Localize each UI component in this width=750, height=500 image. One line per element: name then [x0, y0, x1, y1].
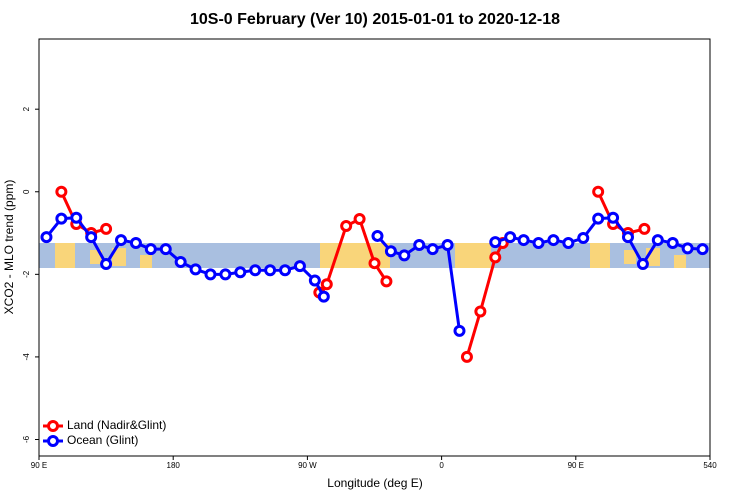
point — [129, 236, 142, 249]
point — [340, 220, 353, 233]
point — [85, 231, 98, 244]
land-strip — [455, 243, 491, 268]
legend-label: Land (Nadir&Glint) — [67, 418, 166, 432]
land-strip — [112, 248, 126, 266]
point — [426, 243, 439, 256]
point — [489, 251, 502, 264]
point — [413, 239, 426, 252]
x-tick-label: 90 E — [568, 461, 584, 470]
point — [219, 268, 232, 281]
legend-marker — [47, 435, 59, 447]
point — [562, 236, 575, 249]
x-tick-label: 180 — [167, 461, 181, 470]
point — [317, 290, 330, 303]
point — [636, 258, 649, 271]
point — [70, 211, 83, 224]
point — [592, 212, 605, 225]
point — [398, 249, 411, 262]
x-tick-label: 90 E — [31, 461, 47, 470]
y-tick-label: -4 — [22, 353, 31, 361]
land-strip — [674, 255, 686, 268]
point — [371, 229, 384, 242]
point — [100, 258, 113, 271]
point — [234, 266, 247, 279]
point — [204, 268, 217, 281]
point — [517, 234, 530, 247]
point — [651, 234, 664, 247]
x-tick-label: 540 — [703, 461, 717, 470]
point — [100, 222, 113, 235]
point — [460, 350, 473, 363]
point — [696, 243, 709, 256]
y-tick-label: -2 — [22, 270, 31, 278]
point — [504, 231, 517, 244]
point — [547, 234, 560, 247]
x-tick-label: 90 W — [298, 461, 317, 470]
point — [592, 185, 605, 198]
chart-title: 10S-0 February (Ver 10) 2015-01-01 to 20… — [190, 11, 560, 28]
point — [441, 239, 454, 252]
point — [264, 264, 277, 277]
point — [249, 264, 262, 277]
y-tick-label: 0 — [22, 189, 31, 194]
point — [577, 232, 590, 245]
legend-marker — [47, 420, 59, 432]
point — [638, 222, 651, 235]
point — [489, 236, 502, 249]
point — [293, 260, 306, 273]
land-strip — [140, 255, 152, 268]
point — [115, 234, 128, 247]
series-line — [60, 191, 645, 358]
y-axis-label: XCO2 - MLO trend (ppm) — [2, 180, 16, 315]
point — [55, 185, 68, 198]
point — [474, 305, 487, 318]
point — [189, 263, 202, 276]
point — [666, 236, 679, 249]
point — [279, 264, 292, 277]
point — [453, 324, 466, 337]
point — [380, 275, 393, 288]
land-strip — [55, 243, 75, 268]
x-tick-label: 0 — [439, 461, 444, 470]
x-axis-label: Longitude (deg E) — [327, 476, 422, 490]
point — [320, 278, 333, 291]
point — [144, 243, 157, 256]
point — [384, 245, 397, 258]
y-tick-label: -6 — [22, 435, 31, 443]
land-strip — [624, 250, 636, 264]
legend-label: Ocean (Glint) — [67, 433, 138, 447]
plot-frame — [38, 38, 711, 457]
point — [621, 231, 634, 244]
land-strip — [590, 243, 610, 268]
point — [532, 236, 545, 249]
point — [174, 255, 187, 268]
point — [607, 211, 620, 224]
point — [55, 212, 68, 225]
point — [353, 213, 366, 226]
point — [681, 242, 694, 255]
point — [159, 243, 172, 256]
point — [368, 257, 381, 270]
y-tick-label: 2 — [22, 106, 31, 111]
point — [40, 231, 53, 244]
point — [308, 274, 321, 287]
